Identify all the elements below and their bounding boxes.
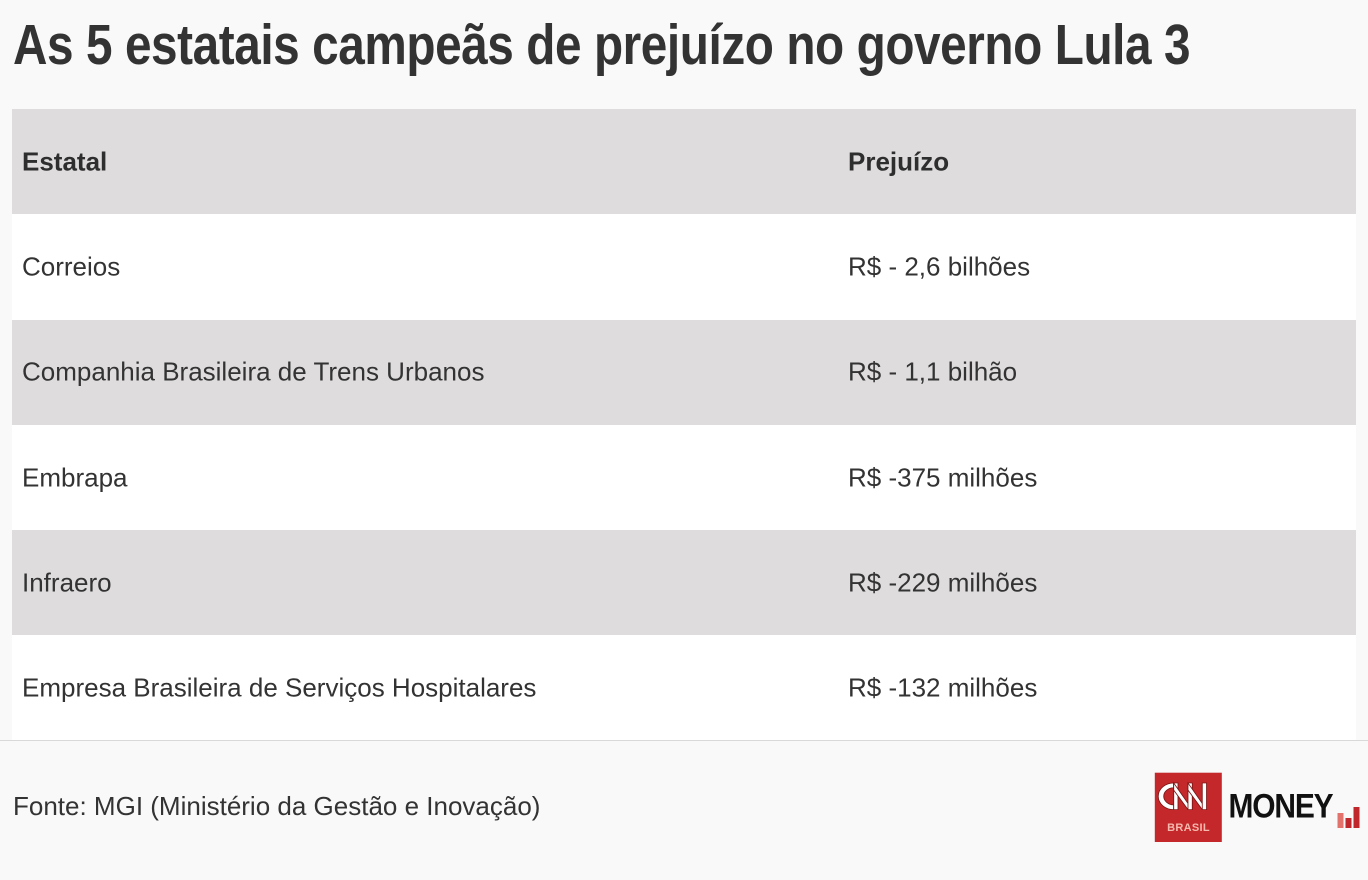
svg-text:BRASIL: BRASIL bbox=[1167, 822, 1210, 834]
svg-text:MONEY: MONEY bbox=[1229, 788, 1334, 826]
